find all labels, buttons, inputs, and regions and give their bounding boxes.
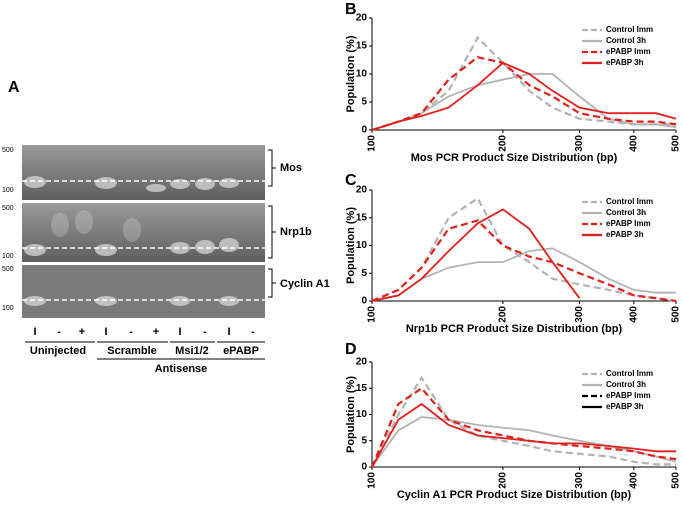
- gel-strip: [22, 203, 265, 262]
- legend-label: Control 3h: [606, 208, 646, 217]
- x-tick-label: 100: [367, 135, 378, 152]
- panel-label: D: [345, 341, 357, 358]
- size-marker: 100: [2, 253, 14, 260]
- series-line: [371, 416, 677, 468]
- group-label: ePABP: [223, 345, 259, 357]
- group-label: Scramble: [107, 345, 157, 357]
- x-axis-label: Mos PCR Product Size Distribution (bp): [411, 152, 618, 164]
- series-line: [371, 208, 581, 302]
- x-tick-label: 300: [574, 135, 585, 152]
- group-label: Msi1/2: [175, 345, 209, 357]
- group-lines: [25, 341, 265, 360]
- x-tick-label: 500: [671, 135, 682, 152]
- gel-bands: [24, 176, 239, 306]
- legend-label: ePABP Imm: [606, 219, 651, 228]
- y-tick-label: 5: [361, 435, 367, 446]
- x-tick-label: 100: [367, 472, 378, 489]
- x-tick-label: 200: [498, 472, 509, 489]
- y-tick-label: 15: [356, 383, 368, 394]
- size-marker: 100: [2, 305, 14, 312]
- strip-label: Nrp1b: [280, 226, 312, 238]
- y-axis-label: Population (%): [345, 35, 357, 112]
- y-tick-label: 5: [361, 268, 367, 279]
- guide-lines: [22, 180, 265, 301]
- y-tick-label: 20: [356, 13, 368, 24]
- lane-label: -: [57, 326, 61, 338]
- x-tick-label: 300: [574, 306, 585, 323]
- y-tick-label: 0: [361, 462, 367, 473]
- size-marker: 500: [2, 266, 14, 273]
- lane-label: -: [251, 326, 255, 338]
- x-tick-label: 100: [367, 306, 378, 323]
- strip-label: Cyclin A1: [280, 278, 330, 290]
- strip-label: Mos: [280, 162, 302, 174]
- group-title: Antisense: [155, 363, 208, 375]
- size-marker: 100: [2, 187, 14, 194]
- y-tick-label: 0: [361, 296, 367, 307]
- x-tick-label: 200: [498, 135, 509, 152]
- series-line: [371, 219, 677, 303]
- size-marker: 500: [2, 147, 14, 154]
- legend-label: Control Imm: [606, 369, 653, 378]
- x-axis-label: Cyclin A1 PCR Product Size Distribution …: [397, 489, 632, 501]
- y-axis-label: Population (%): [345, 376, 357, 453]
- y-tick-label: 10: [356, 240, 368, 251]
- lane-label: -: [203, 326, 207, 338]
- y-tick-label: 10: [356, 409, 368, 420]
- lane-label: +: [79, 326, 85, 338]
- y-tick-label: 20: [356, 185, 368, 196]
- legend-label: Control 3h: [606, 36, 646, 45]
- x-tick-label: 400: [628, 135, 639, 152]
- gel-strip: [22, 145, 265, 200]
- lane-label: I: [227, 326, 230, 338]
- legend-label: ePABP 3h: [606, 402, 644, 411]
- y-tick-label: 10: [356, 69, 368, 80]
- gel: [22, 145, 276, 360]
- lane-label: I: [104, 326, 107, 338]
- lane-label: I: [178, 326, 181, 338]
- x-tick-label: 500: [671, 306, 682, 323]
- panel-label: C: [345, 172, 357, 189]
- x-tick-label: 400: [628, 306, 639, 323]
- legend-label: ePABP Imm: [606, 47, 651, 56]
- series-line: [371, 56, 677, 132]
- legend-label: Control 3h: [606, 380, 646, 389]
- lane-label: -: [129, 326, 133, 338]
- x-tick-label: 400: [628, 472, 639, 489]
- legend-label: ePABP Imm: [606, 391, 651, 400]
- series-line: [371, 61, 677, 131]
- y-tick-label: 5: [361, 97, 367, 108]
- y-tick-label: 15: [356, 41, 368, 52]
- x-tick-label: 300: [574, 472, 585, 489]
- legend-label: Control Imm: [606, 25, 653, 34]
- size-marker: 500: [2, 205, 14, 212]
- legend-label: ePABP 3h: [606, 230, 644, 239]
- y-axis-label: Population (%): [345, 207, 357, 284]
- panel-label: B: [345, 1, 357, 18]
- x-tick-label: 200: [498, 306, 509, 323]
- x-axis-label: Nrp1b PCR Product Size Distribution (bp): [406, 323, 623, 335]
- lane-label: +: [153, 326, 159, 338]
- series-line: [371, 375, 676, 468]
- y-tick-label: 15: [356, 212, 368, 223]
- gel-strip: [22, 265, 265, 318]
- group-label: Uninjected: [30, 345, 86, 357]
- x-tick-label: 500: [671, 472, 682, 489]
- legend-label: ePABP 3h: [606, 58, 644, 67]
- lane-label: I: [33, 326, 36, 338]
- y-tick-label: 0: [361, 125, 367, 136]
- series-line: [371, 402, 676, 468]
- y-tick-label: 20: [356, 357, 368, 368]
- panel-label: A: [8, 79, 20, 96]
- brackets: [268, 149, 276, 298]
- legend-label: Control Imm: [606, 197, 653, 206]
